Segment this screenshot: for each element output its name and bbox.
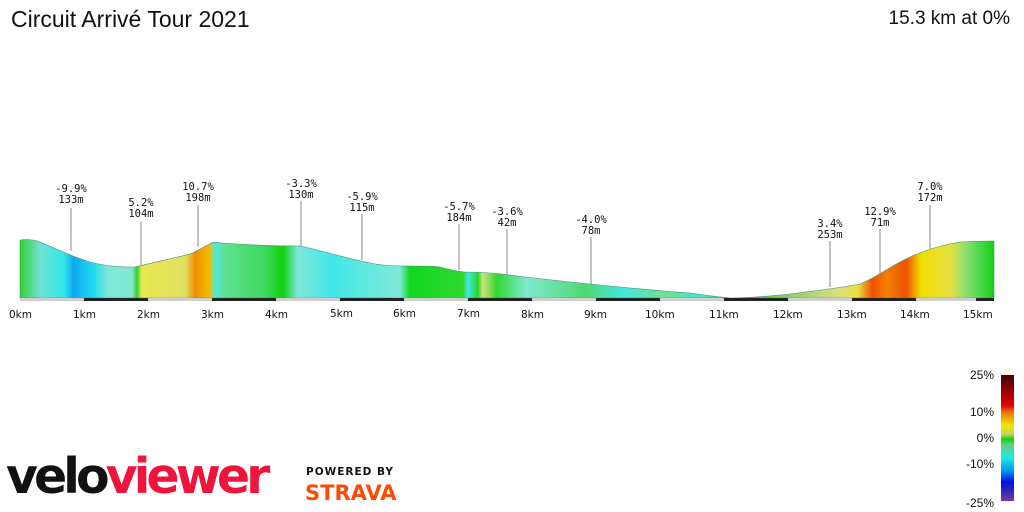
svg-text:104m: 104m	[128, 208, 153, 220]
powered-by-label: POWERED BY	[306, 466, 395, 478]
annotation-labels: -9.9% 133m 5.2% 104m 10.7% 198m -3.3% 13…	[55, 178, 943, 241]
legend-label-0: 0%	[976, 431, 994, 445]
elevation-profile-chart: 0km 1km 2km 3km 4km 5km 6km 7km 8km 9km …	[9, 178, 995, 321]
svg-text:6km: 6km	[393, 308, 416, 320]
svg-text:253m: 253m	[817, 229, 842, 241]
grade-color-legend	[1001, 375, 1014, 501]
svg-text:-4.0%: -4.0%	[575, 214, 607, 226]
svg-text:115m: 115m	[349, 202, 374, 214]
svg-text:133m: 133m	[58, 194, 83, 206]
grade-annotations	[70, 201, 931, 287]
elevation-area	[19, 239, 995, 299]
svg-text:0km: 0km	[9, 309, 32, 321]
svg-text:13km: 13km	[837, 309, 867, 321]
svg-text:198m: 198m	[185, 192, 210, 204]
svg-text:12km: 12km	[773, 309, 803, 321]
svg-text:7km: 7km	[457, 308, 480, 320]
x-axis-ticks: 0km 1km 2km 3km 4km 5km 6km 7km 8km 9km …	[9, 308, 993, 321]
km-baseline	[20, 298, 994, 301]
svg-text:5km: 5km	[330, 308, 353, 320]
svg-text:3km: 3km	[201, 309, 224, 321]
svg-text:10.7%: 10.7%	[182, 181, 214, 193]
strava-logo: STRAVA	[305, 481, 397, 505]
legend-label-25: 25%	[969, 368, 994, 382]
svg-text:130m: 130m	[288, 189, 313, 201]
svg-text:15km: 15km	[963, 309, 993, 321]
svg-text:11km: 11km	[709, 309, 739, 321]
svg-text:8km: 8km	[521, 309, 544, 321]
legend-label-minus25: -25%	[965, 496, 994, 510]
svg-text:-3.3%: -3.3%	[285, 178, 317, 190]
svg-text:10km: 10km	[645, 309, 675, 321]
svg-text:2km: 2km	[137, 309, 160, 321]
svg-text:4km: 4km	[265, 309, 288, 321]
svg-text:1km: 1km	[73, 309, 96, 321]
svg-text:3.4%: 3.4%	[817, 218, 843, 230]
svg-text:78m: 78m	[582, 225, 601, 237]
svg-text:172m: 172m	[917, 192, 942, 204]
svg-text:9km: 9km	[584, 309, 607, 321]
svg-text:184m: 184m	[446, 212, 471, 224]
svg-text:42m: 42m	[498, 217, 517, 229]
svg-text:71m: 71m	[871, 217, 890, 229]
svg-text:-3.6%: -3.6%	[491, 206, 523, 218]
svg-text:14km: 14km	[900, 309, 930, 321]
svg-text:-5.9%: -5.9%	[346, 191, 378, 203]
page-title: Circuit Arrivé Tour 2021	[11, 6, 250, 32]
route-summary: 15.3 km at 0%	[888, 8, 1010, 29]
veloviewer-logo: veloviewer	[6, 448, 270, 505]
legend-label-10: 10%	[969, 405, 994, 419]
svg-text:-9.9%: -9.9%	[55, 183, 87, 195]
svg-text:7.0%: 7.0%	[917, 181, 943, 193]
svg-text:-5.7%: -5.7%	[443, 201, 475, 213]
svg-text:12.9%: 12.9%	[864, 206, 896, 218]
legend-label-minus10: -10%	[965, 457, 994, 471]
svg-text:5.2%: 5.2%	[128, 197, 154, 209]
